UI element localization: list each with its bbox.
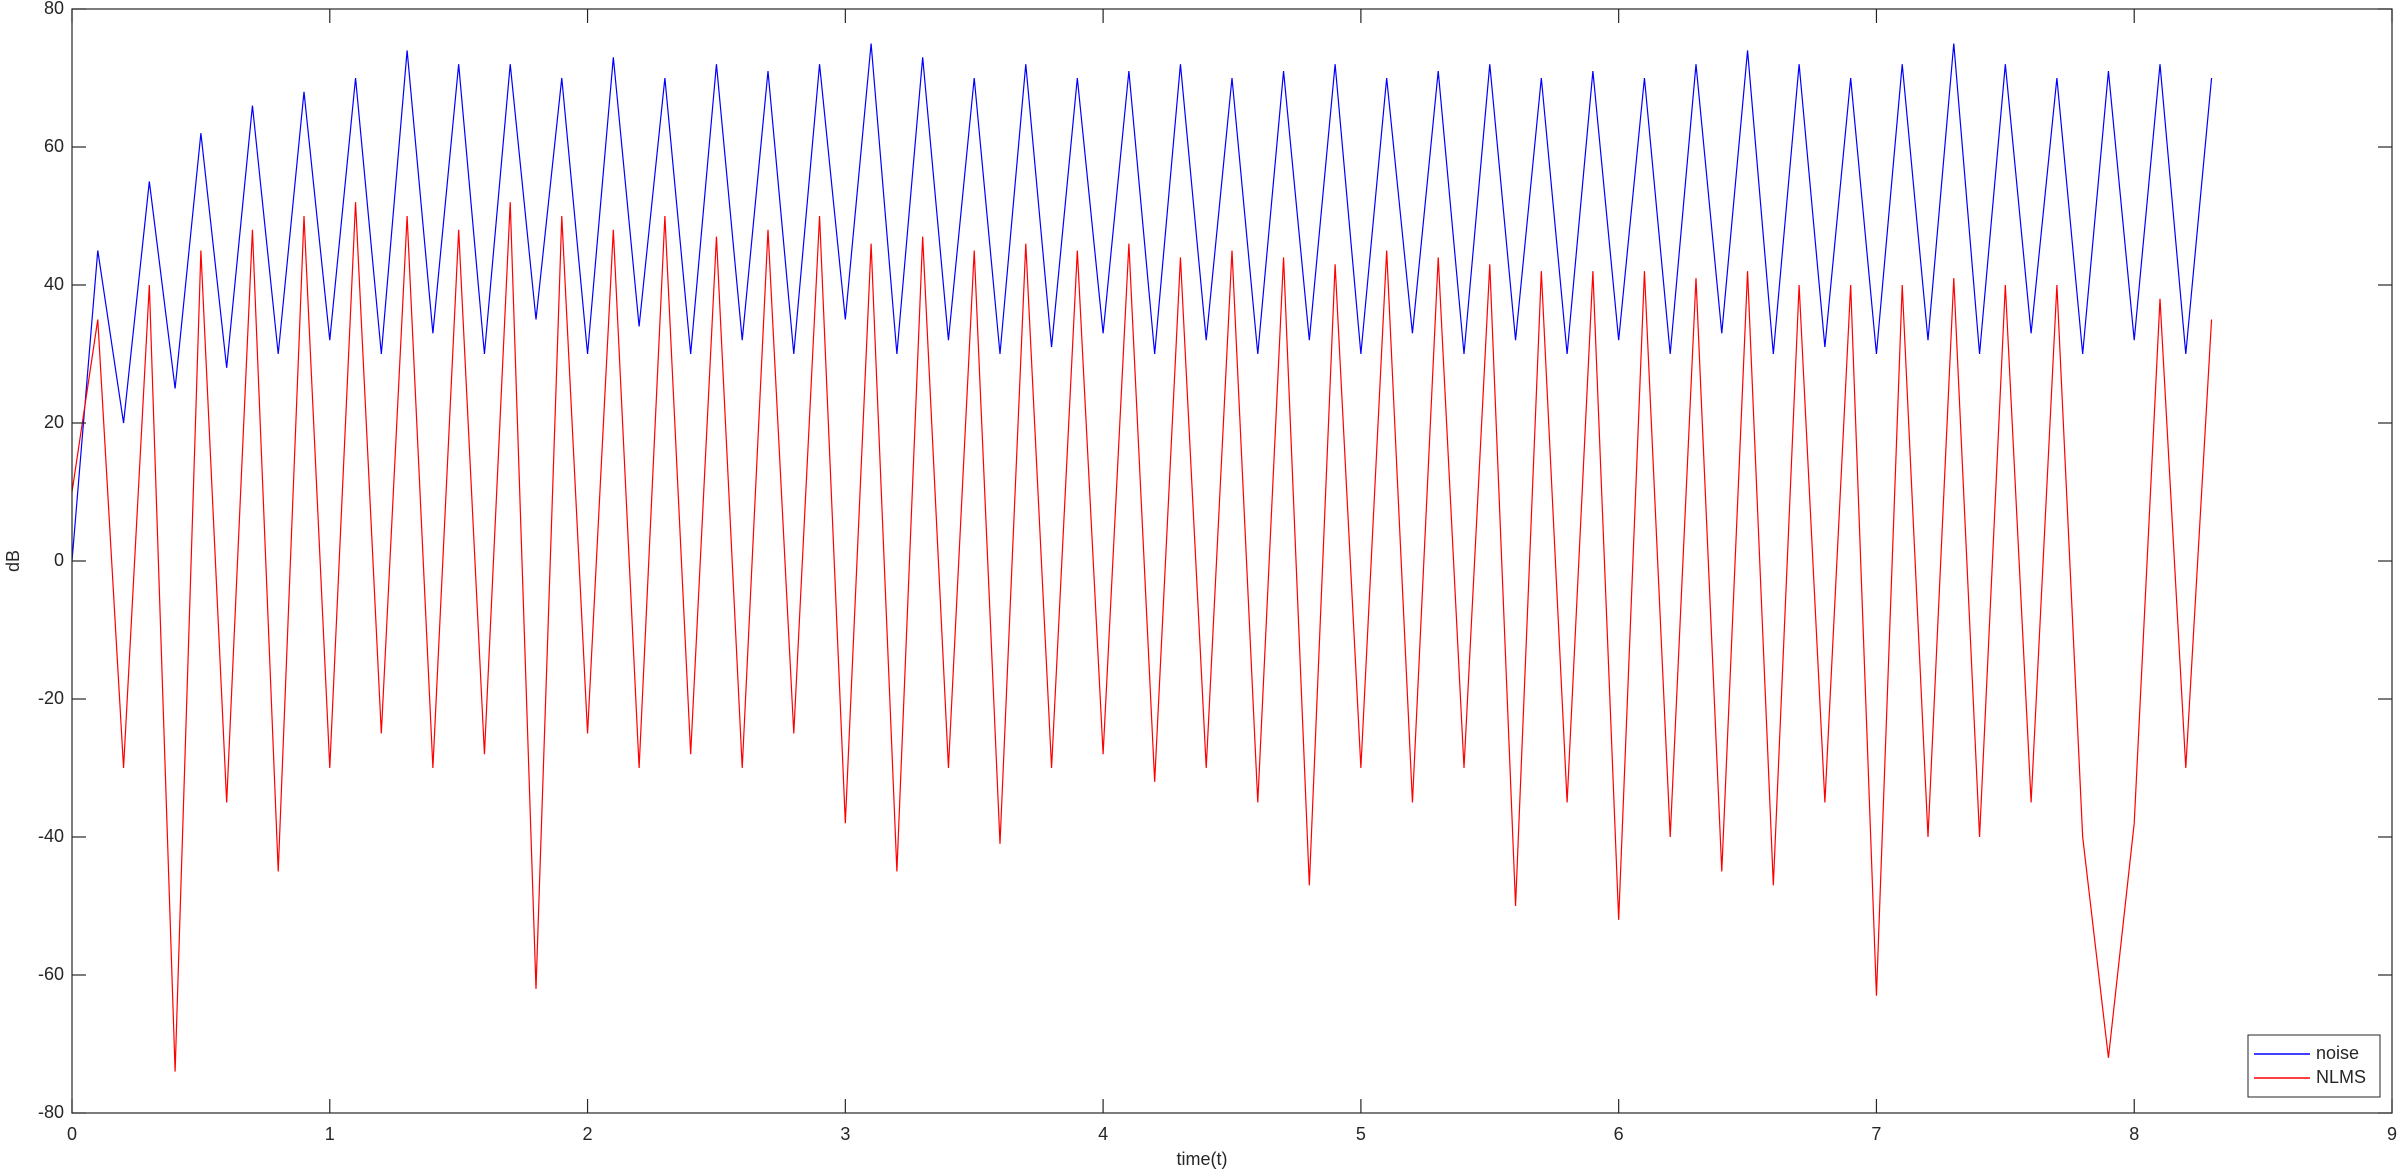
x-tick-label: 2 [583, 1124, 593, 1144]
x-tick-label: 7 [1871, 1124, 1881, 1144]
x-tick-label: 9 [2387, 1124, 2397, 1144]
y-tick-label: 40 [44, 274, 64, 294]
y-tick-label: -60 [38, 964, 64, 984]
x-tick-label: 6 [1614, 1124, 1624, 1144]
y-tick-label: -40 [38, 826, 64, 846]
x-axis-label: time(t) [1177, 1149, 1228, 1169]
legend-label: NLMS [2316, 1067, 2366, 1087]
legend-label: noise [2316, 1043, 2359, 1063]
x-tick-label: 0 [67, 1124, 77, 1144]
data-line [71, 202, 2213, 1072]
y-tick-label: 80 [44, 0, 64, 18]
y-axis-label: dB [3, 550, 23, 572]
legend-box [2247, 1034, 2381, 1098]
x-tick-label: 8 [2129, 1124, 2139, 1144]
y-tick-label: 20 [44, 412, 64, 432]
y-tick-label: -80 [38, 1102, 64, 1122]
y-tick-label: 0 [54, 550, 64, 570]
y-tick-label: -20 [38, 688, 64, 708]
x-tick-label: 4 [1098, 1124, 1108, 1144]
data-line [71, 43, 2213, 562]
y-tick-label: 60 [44, 136, 64, 156]
x-tick-label: 1 [325, 1124, 335, 1144]
x-tick-label: 3 [840, 1124, 850, 1144]
x-tick-label: 5 [1356, 1124, 1366, 1144]
